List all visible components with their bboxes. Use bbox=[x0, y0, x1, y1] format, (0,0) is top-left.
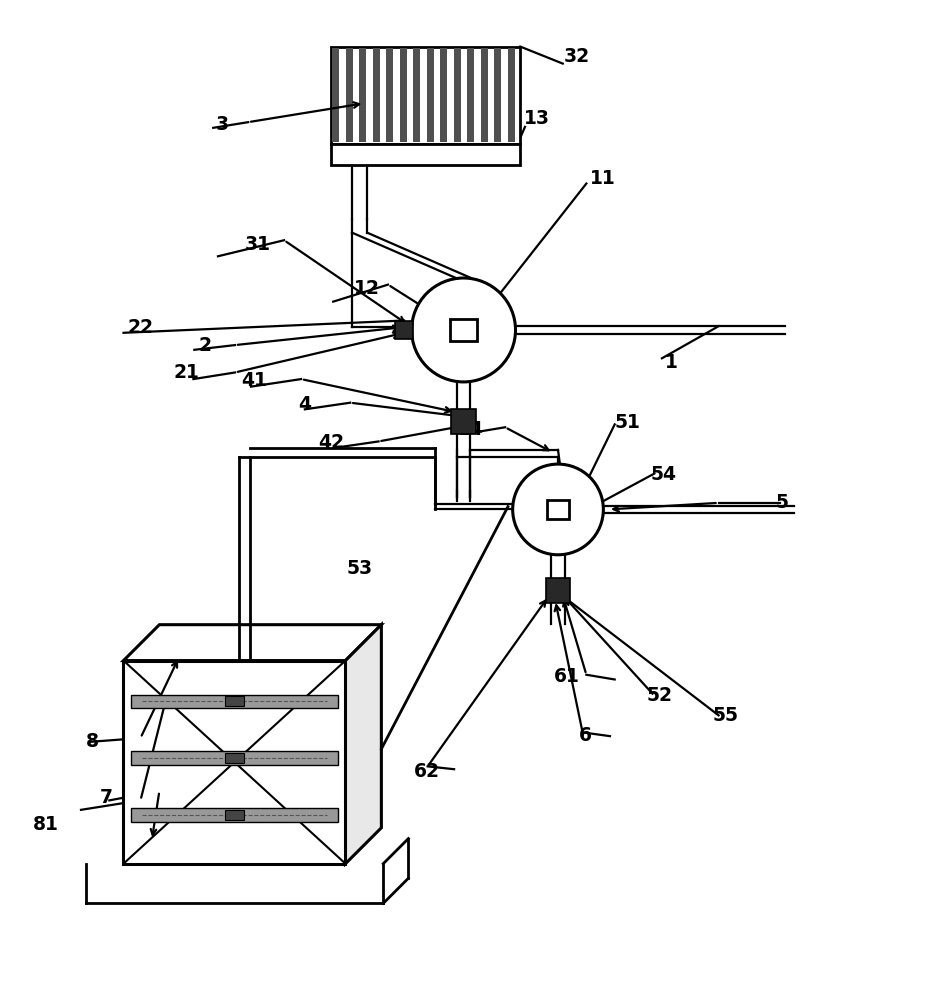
Bar bbox=[131, 751, 338, 765]
Bar bbox=[124, 661, 345, 864]
Bar bbox=[131, 695, 338, 708]
Bar bbox=[400, 48, 407, 142]
Text: 1: 1 bbox=[665, 353, 677, 372]
Circle shape bbox=[412, 278, 516, 382]
Bar bbox=[546, 578, 570, 603]
Bar bbox=[508, 48, 515, 142]
Bar bbox=[450, 319, 477, 341]
Polygon shape bbox=[345, 625, 381, 864]
Text: 42: 42 bbox=[318, 433, 344, 452]
Text: 55: 55 bbox=[712, 706, 738, 725]
Bar bbox=[547, 500, 569, 519]
Text: 21: 21 bbox=[174, 363, 200, 382]
Bar bbox=[481, 48, 488, 142]
Circle shape bbox=[513, 464, 604, 555]
Bar bbox=[345, 48, 353, 142]
Text: 5: 5 bbox=[776, 493, 788, 512]
Bar bbox=[467, 48, 474, 142]
Text: 31: 31 bbox=[245, 235, 271, 254]
Text: 3: 3 bbox=[216, 115, 229, 134]
Bar bbox=[413, 48, 420, 142]
Bar bbox=[454, 48, 461, 142]
Text: 11: 11 bbox=[589, 169, 615, 188]
Polygon shape bbox=[124, 625, 381, 661]
Bar bbox=[225, 810, 244, 820]
Bar bbox=[440, 48, 447, 142]
Bar bbox=[451, 409, 476, 434]
Text: 51: 51 bbox=[615, 413, 640, 432]
Text: 13: 13 bbox=[524, 109, 551, 128]
Text: 6: 6 bbox=[579, 726, 592, 745]
Text: 61: 61 bbox=[553, 667, 580, 686]
Text: 14: 14 bbox=[458, 420, 484, 439]
Bar bbox=[373, 48, 379, 142]
Text: 54: 54 bbox=[651, 465, 676, 484]
Text: 32: 32 bbox=[564, 47, 590, 66]
Text: 12: 12 bbox=[354, 279, 380, 298]
Bar bbox=[131, 808, 338, 822]
Text: 53: 53 bbox=[346, 559, 373, 578]
Text: 7: 7 bbox=[100, 788, 113, 807]
Text: 8: 8 bbox=[86, 732, 98, 751]
Text: 2: 2 bbox=[199, 336, 211, 355]
Bar bbox=[494, 48, 501, 142]
Text: 22: 22 bbox=[128, 318, 153, 337]
Text: 62: 62 bbox=[413, 762, 440, 781]
Text: 81: 81 bbox=[33, 815, 59, 834]
Text: 4: 4 bbox=[298, 395, 311, 414]
Bar bbox=[386, 48, 394, 142]
Bar bbox=[225, 753, 244, 763]
Bar bbox=[331, 144, 520, 165]
Bar bbox=[394, 321, 413, 339]
Text: 41: 41 bbox=[241, 371, 267, 390]
Bar bbox=[331, 47, 520, 144]
Bar bbox=[332, 48, 340, 142]
Bar bbox=[359, 48, 366, 142]
Text: 52: 52 bbox=[646, 686, 672, 705]
Bar bbox=[225, 696, 244, 706]
Bar bbox=[427, 48, 433, 142]
